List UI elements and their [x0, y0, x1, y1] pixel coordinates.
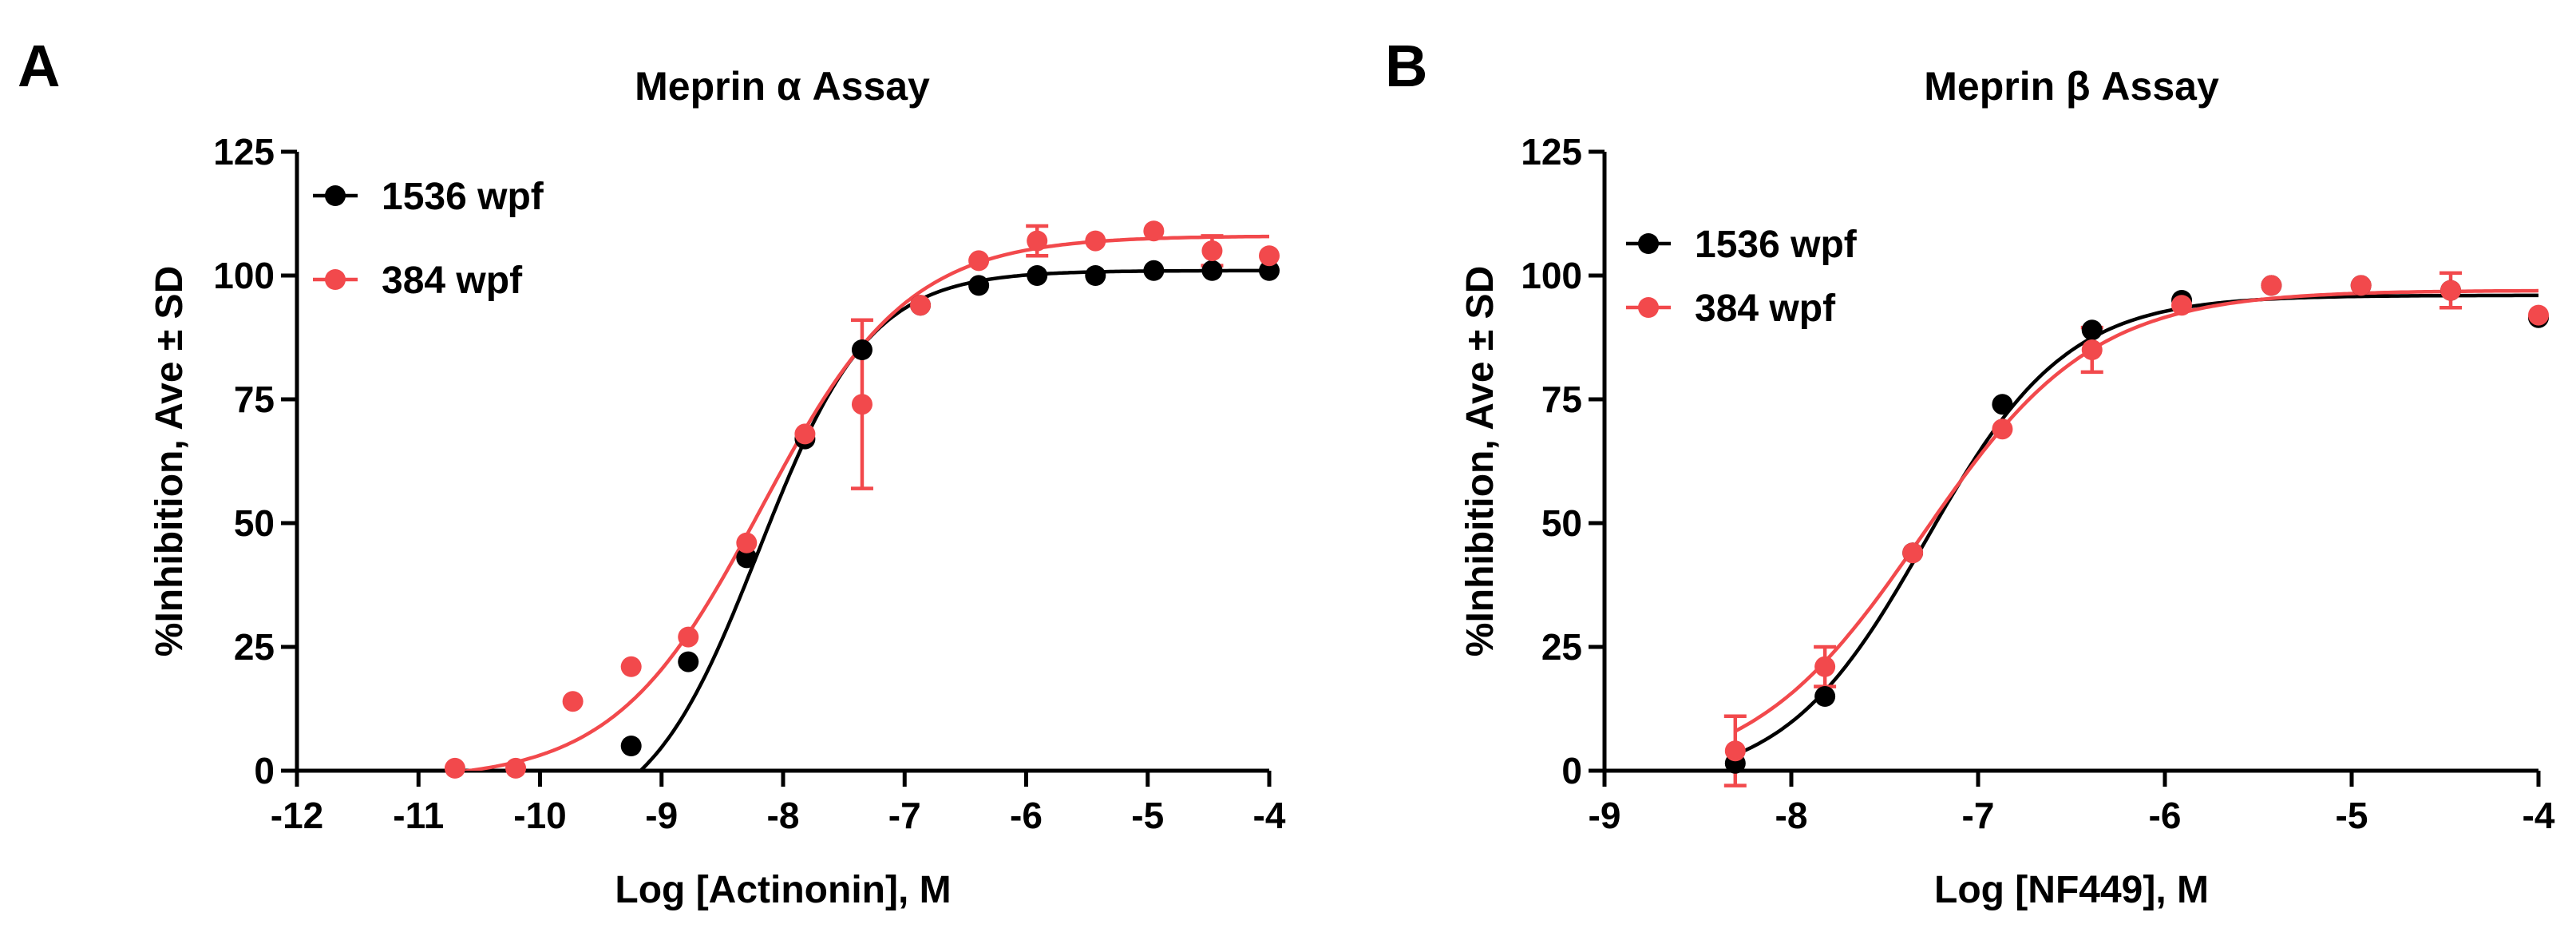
data-point-1536-wpf — [1259, 260, 1280, 281]
data-point-1536-wpf — [968, 275, 990, 296]
x-tick-label: -8 — [767, 795, 800, 836]
x-tick-label: -7 — [888, 795, 921, 836]
data-point-384-wpf — [2081, 339, 2103, 360]
panel-letter: A — [18, 33, 60, 99]
y-tick-label: 75 — [234, 379, 275, 420]
legend-label: 384 wpf — [382, 260, 523, 302]
y-tick-label: 50 — [234, 502, 275, 544]
x-tick-label: -11 — [393, 795, 444, 836]
fit-curve-384-wpf — [1734, 288, 2539, 733]
legend-label: 384 wpf — [1695, 288, 1836, 330]
fit-curve-1536-wpf — [1734, 293, 2538, 757]
y-tick-label: 25 — [1541, 626, 1582, 668]
data-point-384-wpf — [2528, 304, 2549, 326]
x-axis-label: Log [Actinonin], M — [615, 869, 951, 911]
y-tick-label: 0 — [1561, 750, 1582, 791]
x-tick-label: -12 — [271, 795, 323, 836]
data-point-384-wpf — [1201, 240, 1223, 261]
data-point-384-wpf — [620, 656, 642, 677]
y-tick-label: 100 — [213, 255, 275, 296]
data-point-1536-wpf — [851, 339, 873, 360]
data-point-384-wpf — [1027, 230, 1048, 252]
y-tick-label: 75 — [1541, 379, 1582, 420]
x-tick-label: -7 — [1962, 795, 1995, 836]
x-axis-label: Log [NF449], M — [1934, 869, 2209, 911]
data-point-384-wpf — [2350, 275, 2372, 296]
data-point-384-wpf — [968, 250, 990, 272]
legend-marker — [325, 185, 346, 206]
data-point-1536-wpf — [678, 651, 699, 672]
x-tick-label: -5 — [1131, 795, 1164, 836]
data-point-1536-wpf — [736, 547, 758, 569]
y-tick-label: 50 — [1541, 502, 1582, 544]
data-point-384-wpf — [1259, 245, 1280, 267]
data-point-1536-wpf — [1814, 686, 1836, 707]
x-tick-label: -10 — [513, 795, 566, 836]
data-point-1536-wpf — [620, 736, 642, 756]
chart-title: Meprin α Assay — [635, 64, 930, 109]
y-axis-label: %Inhibition, Ave ± SD — [1459, 266, 1502, 656]
data-point-384-wpf — [2261, 275, 2282, 296]
y-axis-label: %Inhibition, Ave ± SD — [148, 266, 191, 656]
x-tick-label: -8 — [1775, 795, 1808, 836]
y-tick-label: 25 — [234, 626, 275, 668]
data-point-384-wpf — [1085, 230, 1106, 252]
data-point-384-wpf — [2171, 295, 2193, 316]
x-tick-label: -6 — [1010, 795, 1043, 836]
x-tick-label: -4 — [2523, 795, 2555, 836]
x-tick-label: -5 — [2336, 795, 2368, 836]
panel-letter: B — [1385, 33, 1427, 99]
data-point-384-wpf — [851, 394, 873, 415]
x-tick-label: -6 — [2149, 795, 2182, 836]
data-point-384-wpf — [505, 757, 527, 779]
data-point-1536-wpf — [1201, 260, 1223, 281]
data-point-384-wpf — [678, 626, 699, 648]
legend-label: 1536 wpf — [382, 176, 544, 218]
legend-marker — [325, 269, 346, 290]
data-point-384-wpf — [444, 757, 465, 779]
data-point-384-wpf — [562, 691, 584, 712]
data-point-1536-wpf — [2081, 319, 2103, 341]
data-point-384-wpf — [1143, 220, 1165, 242]
data-point-1536-wpf — [1085, 265, 1106, 286]
data-point-384-wpf — [794, 423, 816, 445]
data-point-384-wpf — [1814, 656, 1836, 677]
legend-marker — [1638, 233, 1659, 254]
fit-curve-1536-wpf — [637, 268, 1269, 771]
data-point-1536-wpf — [1143, 260, 1165, 281]
x-tick-label: -4 — [1253, 795, 1286, 836]
data-point-1536-wpf — [1027, 265, 1048, 286]
data-point-384-wpf — [910, 295, 932, 316]
data-point-384-wpf — [1992, 418, 2013, 440]
y-tick-label: 125 — [1521, 131, 1582, 173]
x-tick-label: -9 — [1589, 795, 1621, 836]
x-tick-label: -9 — [645, 795, 678, 836]
legend-marker — [1638, 297, 1659, 318]
y-tick-label: 125 — [213, 131, 275, 173]
data-point-384-wpf — [1724, 740, 1746, 762]
data-point-1536-wpf — [1992, 394, 2013, 415]
data-point-384-wpf — [2440, 280, 2462, 301]
y-tick-label: 100 — [1521, 255, 1582, 296]
y-tick-label: 0 — [254, 750, 275, 791]
legend-label: 1536 wpf — [1695, 224, 1858, 266]
data-point-384-wpf — [1902, 542, 1924, 564]
chart-title: Meprin β Assay — [1924, 64, 2219, 109]
data-point-384-wpf — [736, 532, 758, 553]
